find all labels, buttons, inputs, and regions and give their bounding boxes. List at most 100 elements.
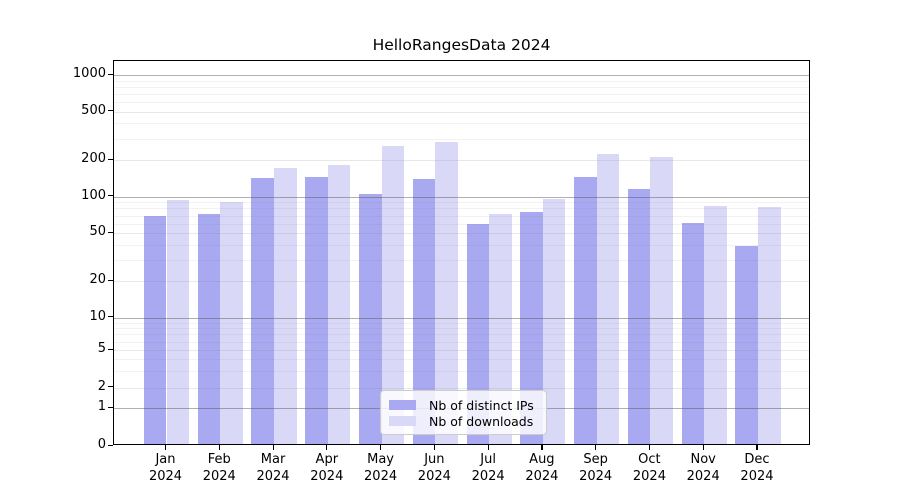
gridline-minor-800: [114, 86, 809, 88]
gridline-minor-80: [114, 208, 809, 210]
gridline-minor-70: [114, 215, 809, 217]
gridline-minor-40: [114, 244, 809, 246]
x-tick-label-nov: Nov 2024: [686, 452, 720, 484]
y-tick-mark-200: [108, 158, 113, 160]
bar-dec-downloads: [757, 207, 781, 444]
x-tick-mark-nov: [702, 445, 704, 450]
bar-mar-distinct-ips: [251, 177, 275, 444]
x-tick-label-mar: Mar 2024: [256, 452, 290, 484]
gridline-2: [114, 387, 809, 389]
gridline-minor-600: [114, 101, 809, 103]
bar-jan-downloads: [166, 200, 190, 444]
legend-swatch-distinct-ips-icon: [389, 399, 416, 411]
bar-mar-downloads: [274, 168, 297, 444]
gridline-minor-9: [114, 322, 809, 324]
legend-item-downloads: Nb of downloads: [389, 413, 538, 429]
y-tick-mark-2: [108, 386, 113, 388]
y-tick-label-200: 200: [81, 151, 106, 167]
x-tick-mark-mar: [272, 445, 274, 450]
chart-title: HelloRangesData 2024: [372, 36, 551, 54]
x-tick-mark-may: [380, 445, 382, 450]
x-tick-mark-aug: [541, 445, 543, 450]
x-tick-mark-feb: [218, 445, 220, 450]
bar-apr-downloads: [327, 165, 351, 444]
x-tick-mark-dec: [756, 445, 758, 450]
gridline-minor-700: [114, 93, 809, 95]
y-tick-mark-0: [108, 444, 113, 446]
y-tick-mark-10: [108, 316, 113, 318]
y-tick-label-50: 50: [89, 224, 106, 240]
bar-jul-distinct-ips: [466, 224, 490, 444]
bar-jun-distinct-ips: [412, 178, 436, 444]
bar-nov-downloads: [704, 206, 727, 444]
y-tick-label-2: 2: [97, 378, 106, 394]
bar-jun-downloads: [435, 141, 458, 444]
y-tick-label-1: 1: [97, 399, 106, 415]
gridline-minor-8: [114, 328, 809, 330]
gridline-100: [114, 196, 809, 198]
gridline-200: [114, 160, 809, 162]
gridline-minor-90: [114, 202, 809, 204]
bar-jul-downloads: [489, 213, 512, 444]
y-tick-mark-100: [108, 195, 113, 197]
x-tick-label-aug: Aug 2024: [525, 452, 559, 484]
x-tick-mark-jul: [487, 445, 489, 450]
bar-feb-distinct-ips: [197, 213, 221, 444]
x-tick-mark-oct: [648, 445, 651, 450]
legend-label-downloads: Nb of downloads: [429, 413, 534, 429]
bar-may-downloads: [381, 146, 405, 444]
y-tick-mark-1: [108, 406, 113, 408]
gridline-minor-7: [114, 334, 809, 336]
legend: Nb of distinct IPs Nb of downloads: [380, 390, 547, 435]
bar-apr-distinct-ips: [305, 176, 328, 444]
x-tick-label-sep: Sep 2024: [579, 452, 613, 484]
y-tick-label-5: 5: [97, 341, 106, 356]
bar-aug-distinct-ips: [520, 212, 543, 444]
gridline-minor-900: [114, 80, 809, 82]
y-tick-mark-500: [108, 110, 113, 112]
x-tick-mark-jan: [165, 445, 167, 450]
legend-label-distinct-ips: Nb of distinct IPs: [429, 397, 534, 413]
bar-sep-downloads: [596, 154, 620, 444]
y-tick-mark-5: [108, 348, 113, 350]
x-tick-label-jul: Jul 2024: [471, 452, 505, 484]
gridline-minor-60: [114, 223, 809, 225]
gridline-20: [114, 281, 809, 283]
bar-jan-distinct-ips: [143, 215, 167, 444]
y-tick-label-0: 0: [97, 437, 106, 452]
y-tick-label-500: 500: [81, 102, 106, 118]
gridline-10: [114, 317, 809, 319]
x-tick-mark-sep: [595, 445, 597, 450]
bar-dec-distinct-ips: [735, 245, 758, 444]
legend-swatch-downloads-icon: [389, 415, 416, 427]
x-tick-label-dec: Dec 2024: [740, 452, 774, 484]
bar-aug-downloads: [542, 199, 566, 444]
gridline-minor-3: [114, 371, 809, 373]
gridline-minor-400: [114, 123, 809, 125]
gridline-minor-4: [114, 359, 809, 361]
gridline-1000: [114, 75, 809, 76]
legend-item-distinct-ips: Nb of distinct IPs: [389, 397, 538, 413]
x-tick-label-oct: Oct 2024: [632, 452, 666, 484]
x-tick-label-jan: Jan 2024: [148, 452, 183, 484]
y-tick-label-1000: 1000: [72, 66, 106, 81]
bar-may-distinct-ips: [358, 193, 382, 444]
y-tick-label-100: 100: [81, 187, 106, 203]
y-tick-label-20: 20: [89, 272, 106, 288]
bar-nov-distinct-ips: [681, 223, 705, 444]
gridline-500: [114, 111, 809, 113]
y-tick-label-10: 10: [89, 308, 106, 324]
gridline-minor-30: [114, 260, 809, 262]
y-tick-mark-50: [108, 231, 113, 233]
bar-sep-distinct-ips: [574, 176, 597, 444]
bar-oct-distinct-ips: [627, 188, 651, 444]
gridline-minor-300: [114, 138, 809, 140]
y-tick-mark-20: [108, 279, 113, 281]
bar-feb-downloads: [220, 202, 243, 444]
y-tick-mark-1000: [108, 73, 113, 75]
x-tick-mark-apr: [326, 445, 328, 450]
gridline-5: [114, 350, 809, 351]
x-tick-label-feb: Feb 2024: [202, 452, 236, 484]
x-tick-mark-jun: [433, 445, 436, 450]
